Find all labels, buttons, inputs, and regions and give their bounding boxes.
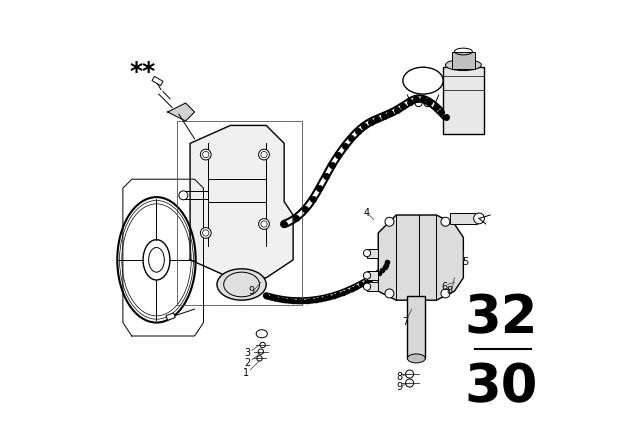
Text: 2: 2: [244, 358, 250, 368]
Text: 8: 8: [397, 372, 403, 382]
Circle shape: [364, 250, 371, 257]
Polygon shape: [190, 125, 293, 278]
Text: 4: 4: [364, 208, 370, 218]
Circle shape: [406, 370, 413, 378]
Text: 1: 1: [243, 368, 249, 378]
Circle shape: [406, 379, 413, 387]
Circle shape: [385, 217, 394, 226]
Circle shape: [179, 191, 188, 200]
Text: 7: 7: [402, 317, 408, 327]
Bar: [407, 296, 425, 358]
Circle shape: [385, 289, 394, 298]
Bar: [152, 76, 163, 86]
Bar: [166, 313, 175, 320]
Circle shape: [259, 149, 269, 160]
Bar: [450, 213, 477, 224]
Bar: [367, 249, 378, 258]
Text: 5: 5: [463, 257, 468, 267]
Ellipse shape: [445, 60, 481, 71]
Bar: [367, 282, 378, 291]
Circle shape: [364, 283, 371, 290]
Text: 6: 6: [442, 282, 447, 292]
Circle shape: [200, 149, 211, 160]
Text: 32: 32: [465, 292, 538, 344]
Text: 3: 3: [244, 348, 250, 358]
Ellipse shape: [217, 269, 266, 300]
Bar: [452, 52, 475, 69]
Circle shape: [257, 356, 262, 361]
Polygon shape: [378, 215, 463, 300]
Text: 8: 8: [446, 286, 452, 296]
Circle shape: [260, 342, 266, 348]
Text: 9: 9: [397, 382, 403, 392]
Text: **: **: [130, 60, 156, 84]
Circle shape: [441, 217, 450, 226]
Text: 30: 30: [465, 362, 538, 414]
Bar: [367, 271, 378, 280]
Polygon shape: [168, 103, 195, 121]
Circle shape: [474, 213, 484, 224]
Ellipse shape: [408, 354, 425, 363]
Text: 9: 9: [249, 286, 255, 296]
Circle shape: [258, 349, 264, 354]
Circle shape: [364, 272, 371, 279]
Bar: [443, 67, 484, 134]
Circle shape: [441, 289, 450, 298]
Circle shape: [200, 228, 211, 238]
Circle shape: [259, 219, 269, 229]
Bar: [184, 191, 208, 199]
